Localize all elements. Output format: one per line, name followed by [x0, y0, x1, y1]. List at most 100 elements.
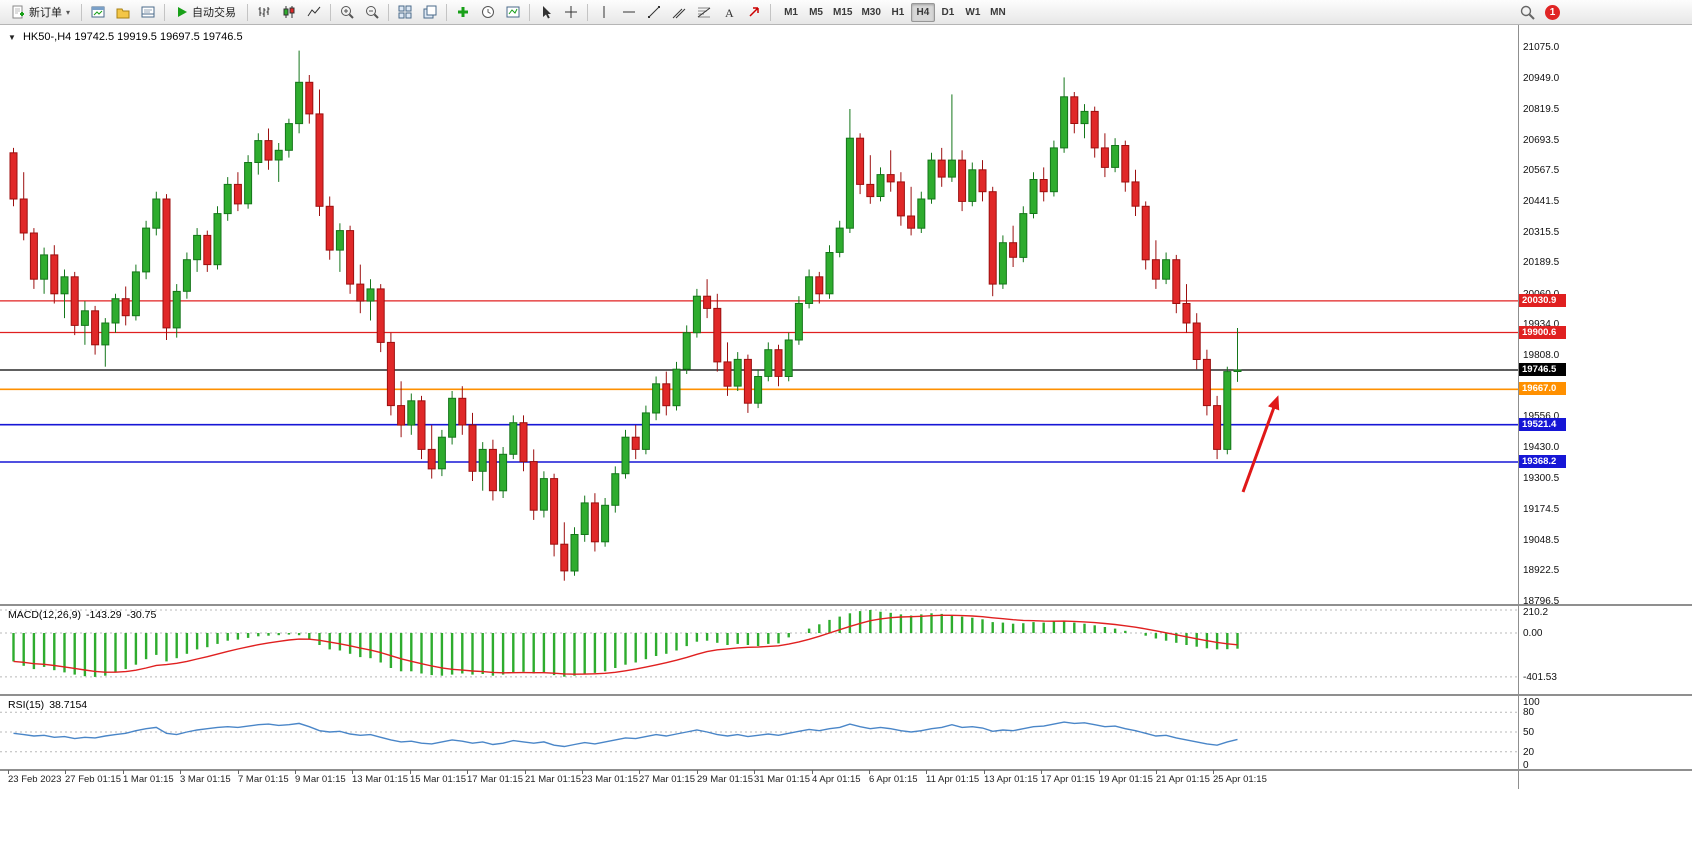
price-tag: 19900.6 — [1519, 326, 1566, 339]
candle — [774, 344, 783, 387]
time-scale-label: 13 Apr 01:15 — [984, 774, 1038, 785]
crosshair-tool-button[interactable] — [559, 2, 583, 23]
toolbar-separator — [587, 3, 589, 21]
timeframe-m15-button[interactable]: M15 — [829, 3, 856, 22]
notification-badge[interactable]: 1 — [1545, 4, 1560, 20]
autotrading-button[interactable]: 自动交易 — [169, 2, 243, 23]
macd-main-value: -143.29 — [85, 609, 122, 621]
candle — [131, 264, 140, 321]
candle — [692, 288, 701, 338]
candle — [733, 352, 742, 391]
rsi-indicator-pane[interactable] — [0, 696, 1518, 769]
timeframe-h1-button[interactable]: H1 — [886, 3, 910, 22]
terminal-button[interactable] — [136, 2, 160, 23]
autotrading-label: 自动交易 — [192, 7, 237, 19]
time-axis-tick — [984, 770, 985, 774]
timeframe-m5-button[interactable]: M5 — [804, 3, 828, 22]
candle — [366, 279, 375, 321]
rsi-scale-label: 50 — [1523, 727, 1535, 738]
timeframe-h4-button[interactable]: H4 — [910, 2, 935, 22]
arrows-tool-button[interactable] — [742, 2, 766, 23]
line-chart-button[interactable] — [302, 2, 326, 23]
candle — [896, 172, 905, 226]
chart-window-icon — [91, 6, 105, 18]
candle — [917, 191, 926, 233]
indicators-button[interactable] — [451, 2, 475, 23]
zoom-out-button[interactable] — [360, 2, 384, 23]
time-axis-tick — [582, 770, 583, 774]
bar-chart-button[interactable] — [252, 2, 276, 23]
candle — [305, 75, 314, 124]
horizontal-line-tool-button[interactable] — [617, 2, 641, 23]
candle — [958, 150, 967, 212]
channel-tool-button[interactable] — [667, 2, 691, 23]
vertical-line-tool-button[interactable] — [592, 2, 616, 23]
rsi-value: 38.7154 — [49, 699, 88, 711]
pane-separator[interactable] — [0, 694, 1692, 696]
candle — [346, 225, 355, 294]
toolbar-separator — [247, 3, 249, 21]
candle — [397, 381, 406, 438]
toolbar-right-group: 1 — [1520, 4, 1560, 20]
candle — [458, 386, 467, 435]
tile-windows-button[interactable] — [393, 2, 417, 23]
timeframe-w1-button[interactable]: W1 — [961, 3, 985, 22]
price-scale-label: 20315.5 — [1523, 227, 1560, 238]
candle — [998, 235, 1007, 289]
pane-separator[interactable] — [0, 769, 1692, 771]
candle — [662, 371, 671, 416]
candle — [1202, 349, 1211, 416]
profiles-button[interactable] — [111, 2, 135, 23]
search-icon[interactable] — [1520, 5, 1535, 20]
new-order-button[interactable]: 新订单 ▾ — [4, 2, 77, 23]
rsi-scale-label: 80 — [1523, 707, 1535, 718]
fibonacci-tool-button[interactable] — [692, 2, 716, 23]
one-click-trading-arrow-icon[interactable]: ▼ — [8, 33, 16, 42]
time-axis-tick — [352, 770, 353, 774]
rsi-scale-label: 100 — [1523, 697, 1540, 708]
candle — [539, 471, 548, 518]
timeframe-toolbar: M1 M5 M15 M30 H1 H4 D1 W1 MN — [779, 2, 1010, 22]
time-scale-label: 27 Feb 01:15 — [65, 774, 121, 785]
candle — [886, 150, 895, 192]
timeframe-d1-button[interactable]: D1 — [936, 3, 960, 22]
candle — [641, 405, 650, 455]
periods-clock-icon — [482, 6, 495, 18]
timeframe-m30-button[interactable]: M30 — [857, 3, 884, 22]
pane-separator[interactable] — [0, 604, 1692, 606]
toolbar: 新订单 ▾ 自动交易 A — [0, 0, 1692, 25]
zoom-in-icon — [341, 6, 354, 19]
candle — [142, 220, 151, 280]
candle — [529, 449, 538, 520]
line-chart-icon — [307, 6, 321, 17]
chart-window-button[interactable] — [86, 2, 110, 23]
candle — [550, 473, 559, 557]
candle — [835, 220, 844, 258]
periods-button[interactable] — [476, 2, 500, 23]
chevron-down-icon: ▾ — [66, 7, 71, 17]
templates-button[interactable] — [501, 2, 525, 23]
time-scale-label: 31 Mar 01:15 — [754, 774, 810, 785]
toolbar-separator — [770, 3, 772, 21]
timeframe-m1-button[interactable]: M1 — [779, 3, 803, 22]
time-axis-tick — [238, 770, 239, 774]
time-scale-label: 6 Apr 01:15 — [869, 774, 918, 785]
main-price-chart[interactable] — [0, 25, 1518, 604]
trend-arrow[interactable] — [1241, 395, 1280, 493]
trendline-tool-button[interactable] — [642, 2, 666, 23]
price-axis-border — [1518, 25, 1519, 789]
candlestick-chart-button[interactable] — [277, 2, 301, 23]
cascade-windows-button[interactable] — [418, 2, 442, 23]
new-order-icon — [12, 5, 24, 19]
price-scale-label: 19174.5 — [1523, 504, 1560, 515]
profiles-folder-icon — [116, 8, 130, 19]
cursor-tool-button[interactable] — [534, 2, 558, 23]
bar-chart-icon — [258, 7, 270, 17]
candle — [794, 296, 803, 345]
time-scale-label: 29 Mar 01:15 — [697, 774, 753, 785]
timeframe-mn-button[interactable]: MN — [986, 3, 1010, 22]
macd-indicator-pane[interactable] — [0, 606, 1518, 694]
zoom-in-button[interactable] — [335, 2, 359, 23]
candle — [448, 391, 457, 445]
text-tool-button[interactable]: A — [717, 2, 741, 23]
